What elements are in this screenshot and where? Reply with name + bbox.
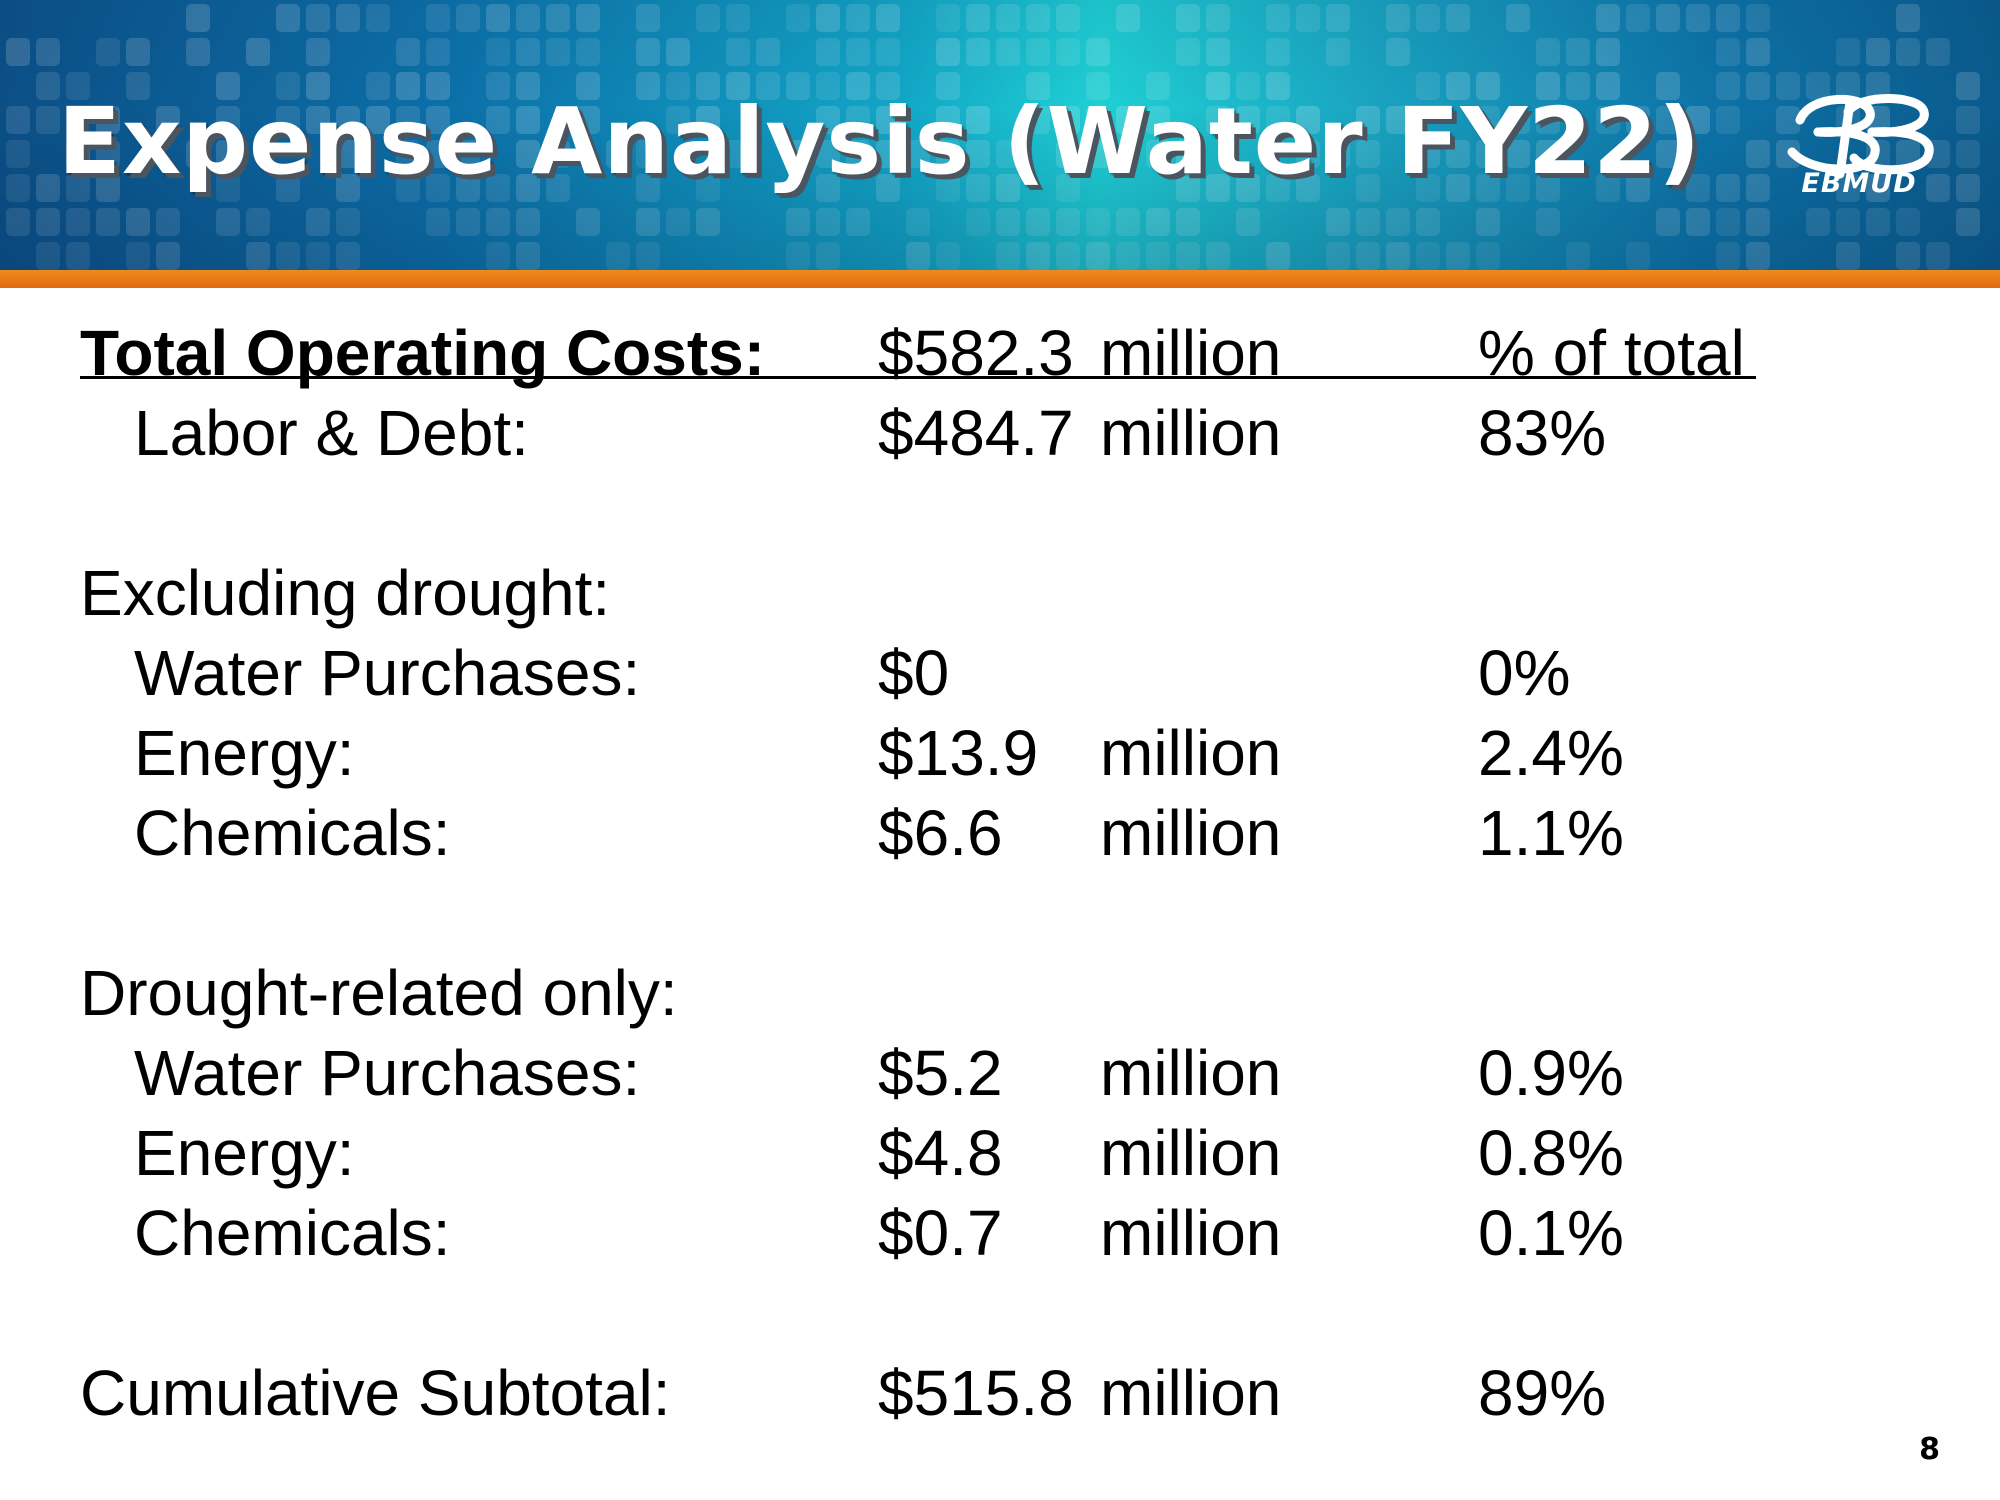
row-unit: million — [1100, 397, 1282, 469]
row-amount: $4.8 — [878, 1117, 1003, 1189]
row-percent: 83% — [1478, 397, 1607, 469]
subtotal-percent: 89% — [1478, 1357, 1607, 1429]
subtotal-label: Cumulative Subtotal: — [80, 1357, 671, 1429]
table-row: Labor & Debt: $484.7 million 83% — [0, 398, 2000, 468]
row-label: Water Purchases: — [134, 637, 641, 709]
row-unit: million — [1100, 1197, 1282, 1269]
table-row: Chemicals: $0.7 million 0.1% — [0, 1198, 2000, 1268]
excluding-drought-heading: Excluding drought: — [80, 557, 611, 629]
row-unit: million — [1100, 1037, 1282, 1109]
row-amount: $484.7 — [878, 397, 1074, 469]
table-row: Energy: $13.9 million 2.4% — [0, 718, 2000, 788]
row-percent: 1.1% — [1478, 797, 1624, 869]
row-amount: $6.6 — [878, 797, 1003, 869]
row-unit: million — [1100, 797, 1282, 869]
row-label: Chemicals: — [134, 797, 451, 869]
row-label: Labor & Debt: — [134, 397, 529, 469]
banner-shade — [0, 0, 2000, 270]
row-label: Energy: — [134, 1117, 355, 1189]
row-label: Water Purchases: — [134, 1037, 641, 1109]
page-number: 8 — [1919, 1432, 1940, 1467]
row-label: Energy: — [134, 717, 355, 789]
row-amount: $0.7 — [878, 1197, 1003, 1269]
logo-wordmark: EBMUD — [1801, 168, 1917, 199]
row-amount: $13.9 — [878, 717, 1039, 789]
table-row: Energy: $4.8 million 0.8% — [0, 1118, 2000, 1188]
row-amount: $0 — [878, 637, 950, 709]
accent-bar — [0, 270, 2000, 288]
header-banner — [0, 0, 2000, 270]
header-underline — [80, 376, 1756, 379]
ebmud-logo-icon — [1787, 94, 1934, 179]
section-heading: Drought-related only: — [0, 958, 2000, 1028]
row-unit: million — [1100, 717, 1282, 789]
row-percent: 0.9% — [1478, 1037, 1624, 1109]
row-percent: 0.1% — [1478, 1197, 1624, 1269]
subtotal-row: Cumulative Subtotal: $515.8 million 89% — [0, 1358, 2000, 1428]
row-label: Chemicals: — [134, 1197, 451, 1269]
table-row: Chemicals: $6.6 million 1.1% — [0, 798, 2000, 868]
row-percent: 0.8% — [1478, 1117, 1624, 1189]
banner-tile-pattern — [6, 4, 1980, 270]
section-heading: Excluding drought: — [0, 558, 2000, 628]
row-amount: $5.2 — [878, 1037, 1003, 1109]
slide-title: Expense Analysis (Water FY22) — [58, 88, 1702, 195]
row-unit: million — [1100, 1117, 1282, 1189]
table-row: Water Purchases: $5.2 million 0.9% — [0, 1038, 2000, 1108]
subtotal-unit: million — [1100, 1357, 1282, 1429]
drought-related-heading: Drought-related only: — [80, 957, 678, 1029]
subtotal-amount: $515.8 — [878, 1357, 1074, 1429]
table-row: Water Purchases: $0 0% — [0, 638, 2000, 708]
row-percent: 0% — [1478, 637, 1571, 709]
row-percent: 2.4% — [1478, 717, 1624, 789]
